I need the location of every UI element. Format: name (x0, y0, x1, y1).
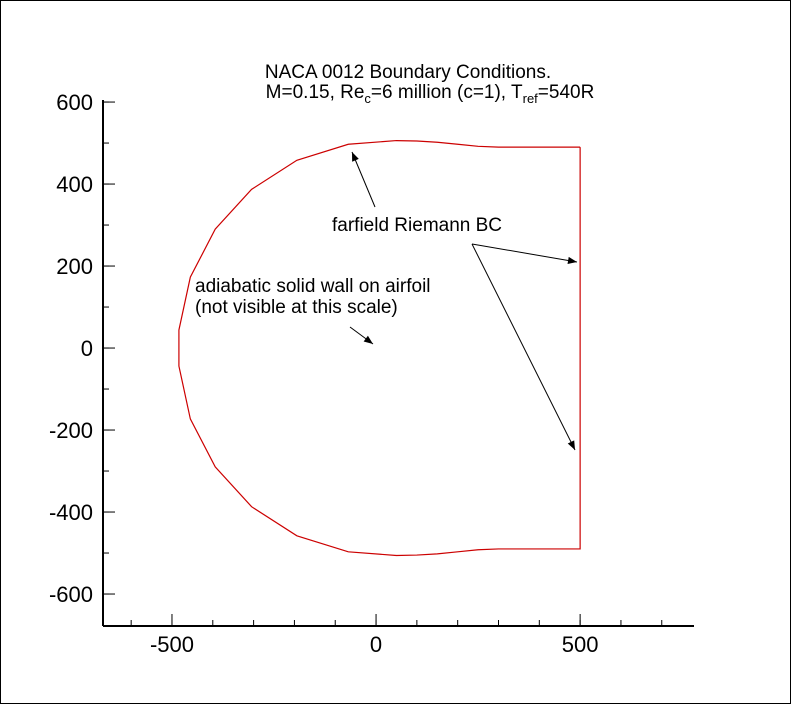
arrow (349, 326, 374, 345)
x-tick-label: -500 (150, 632, 194, 657)
y-tick-label: 400 (56, 172, 93, 197)
subtitle-part: M=0.15, Re (266, 82, 365, 103)
y-tick-label: -600 (49, 582, 93, 607)
subtitle-part: c (364, 91, 371, 106)
arrow (471, 243, 576, 451)
x-tick-label: 0 (370, 632, 382, 657)
annotation: adiabatic solid wall on airfoil (195, 276, 431, 297)
boundary-line (178, 139, 581, 557)
y-tick-label: 600 (56, 90, 93, 115)
subtitle-part: ref (523, 91, 539, 106)
subtitle-part: =540R (538, 82, 595, 103)
subtitle-part: =6 million (c=1), T (371, 82, 523, 103)
y-tick-label: 200 (56, 254, 93, 279)
arrows (349, 151, 578, 451)
x-tick-label: 500 (562, 632, 599, 657)
annotation: farfield Riemann BC (332, 215, 502, 236)
arrow (471, 243, 578, 265)
y-tick-label: -400 (49, 500, 93, 525)
annotation: (not visible at this scale) (195, 297, 398, 318)
y-tick-label: -200 (49, 418, 93, 443)
y-tick-label: 0 (81, 336, 93, 361)
chart-title: NACA 0012 Boundary Conditions. (265, 62, 551, 83)
arrow (351, 151, 376, 208)
chart-subtitle: M=0.15, Rec=6 million (c=1), Tref=540R (266, 82, 595, 106)
